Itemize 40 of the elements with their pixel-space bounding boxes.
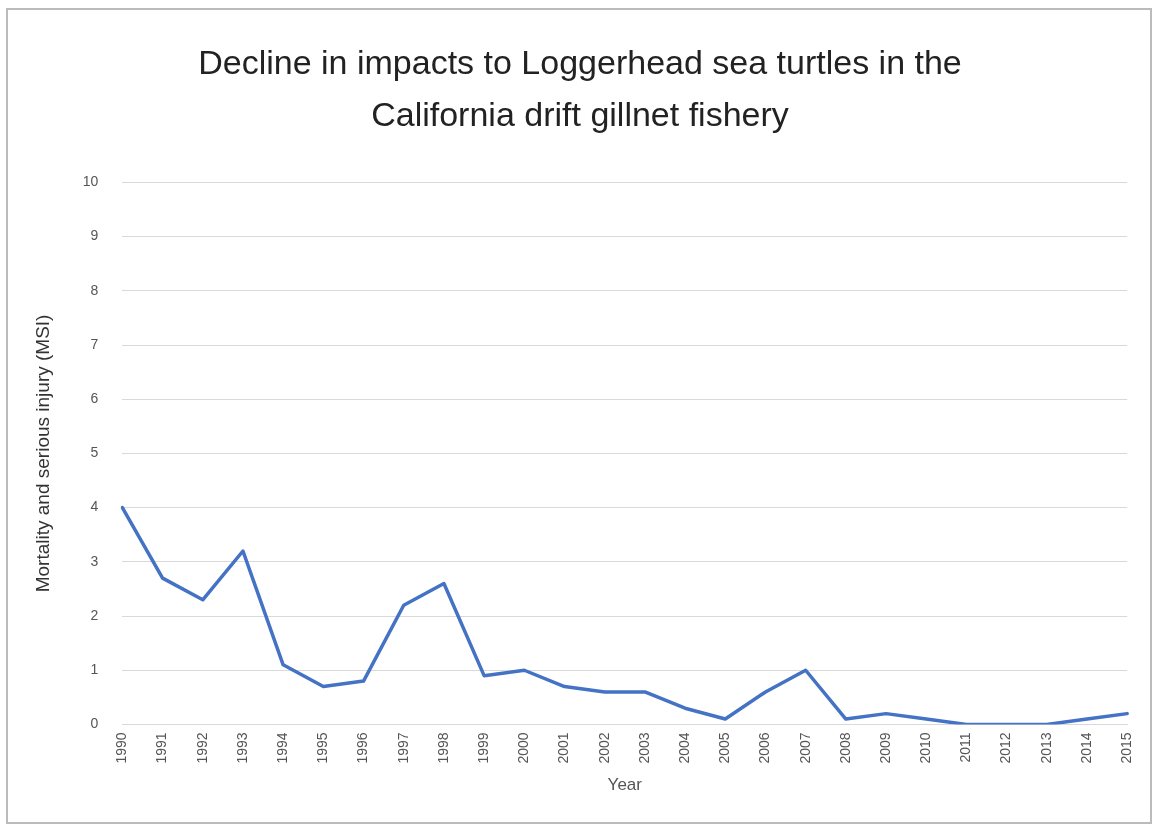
x-tick-label: 2002 [595,732,612,764]
y-tick-label: 8 [90,281,99,298]
x-tick-label: 2000 [515,732,532,764]
x-tick-label: 2013 [1037,732,1054,764]
x-tick-label: 1991 [153,732,170,764]
y-tick-label: 9 [90,227,99,244]
x-tick-label: 2006 [756,732,773,764]
x-tick-label: 2005 [716,732,733,764]
y-tick-label: 7 [90,335,99,352]
y-axis-title: Mortality and serious injury (MSI) [31,314,53,593]
x-axis-title: Year [607,775,643,795]
x-tick-label: 1999 [474,732,491,764]
y-tick-label: 5 [90,444,99,461]
y-tick-label: 0 [90,715,99,732]
y-tick-label: 6 [90,390,99,407]
x-tick-label: 2008 [836,732,853,764]
chart-title: Decline in impacts to Loggerhead sea turtles in the California drift gillnet fishery [197,42,963,135]
x-tick-label: 2009 [876,732,893,764]
x-tick-label: 1997 [394,732,411,764]
x-tick-label: 1990 [113,732,130,764]
x-tick-label: 1995 [314,732,331,764]
y-tick-label: 4 [90,498,99,515]
x-tick-label: 2004 [675,732,692,764]
x-tick-label: 1998 [434,732,451,764]
x-tick-label: 2010 [917,732,934,764]
x-tick-label: 2015 [1118,732,1135,764]
y-tick-label: 3 [90,552,99,569]
x-tick-label: 2011 [957,732,974,763]
x-tick-label: 2012 [997,732,1014,764]
x-tick-label: 2014 [1077,732,1094,764]
x-tick-label: 2001 [555,732,572,764]
x-tick-label: 2003 [635,732,652,764]
x-tick-label: 2007 [796,732,813,764]
x-tick-label: 1996 [354,732,371,764]
y-tick-label: 10 [82,173,99,190]
y-tick-label: 1 [90,661,99,678]
x-tick-label: 1993 [233,732,250,764]
x-tick-label: 1994 [274,732,290,764]
x-tick-label: 1992 [193,732,210,764]
y-tick-label: 2 [90,606,99,623]
